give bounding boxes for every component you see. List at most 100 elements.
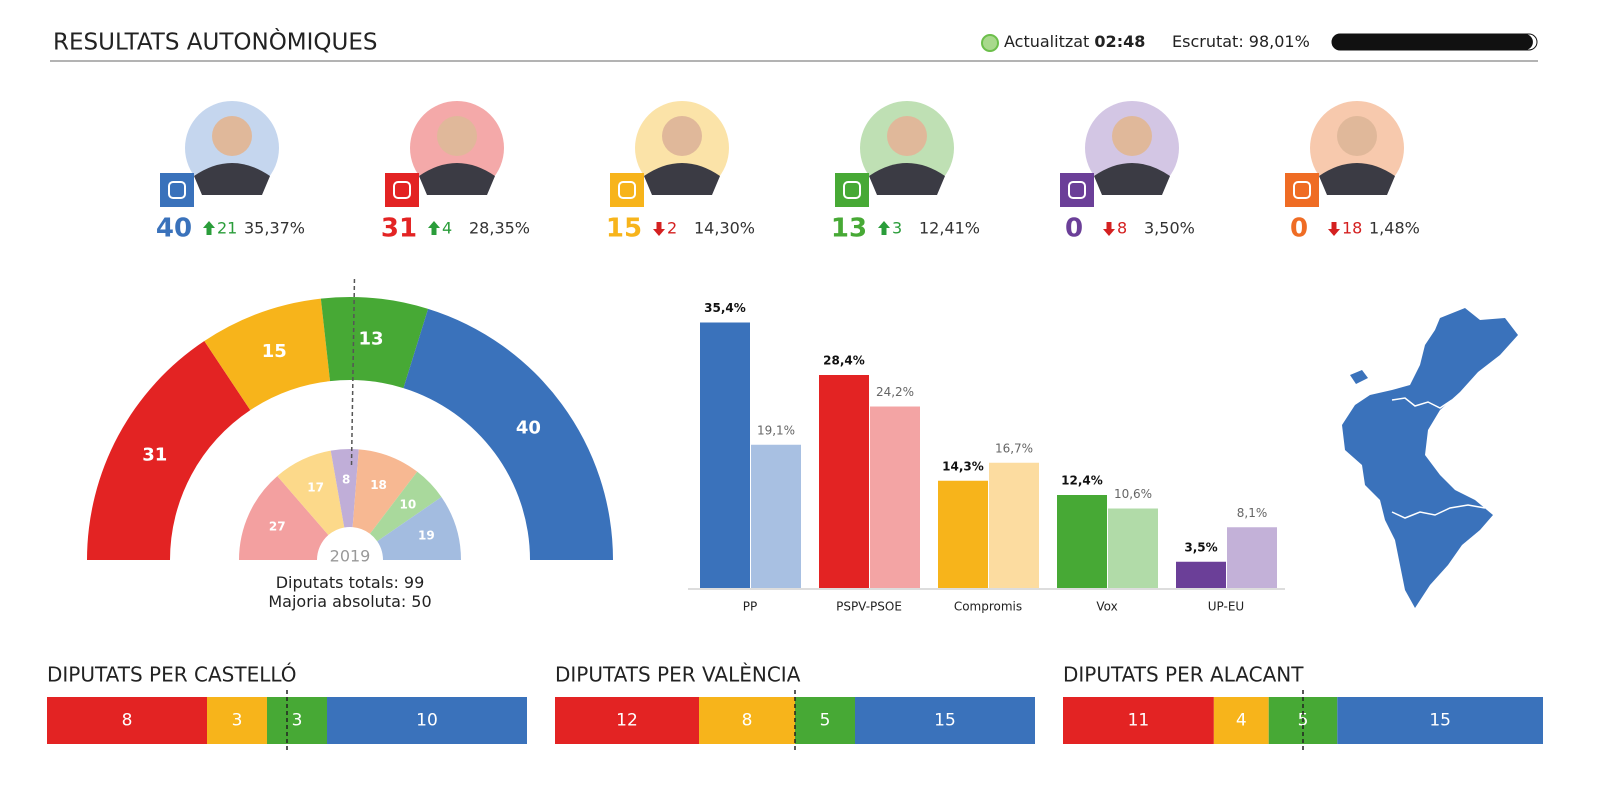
seat-segment [204, 298, 331, 411]
party-logo [1285, 173, 1319, 207]
updated-label: Actualitzat 02:48 [1004, 32, 1145, 51]
seats: 40 [156, 214, 192, 244]
seat-segment [320, 297, 429, 389]
total-value: 99 [404, 573, 424, 592]
bar-value-label: 3,5% [1184, 540, 1217, 554]
seat-bar-label: 8 [122, 711, 133, 731]
party-logo [835, 173, 869, 207]
candidate-body [419, 163, 495, 195]
bar-value-label: 8,1% [1237, 506, 1268, 520]
bar [1108, 508, 1158, 588]
bar [1227, 527, 1277, 588]
seat-bar-label: 15 [1429, 711, 1451, 731]
seat-bar-label: 4 [1236, 711, 1247, 731]
bar [870, 406, 920, 588]
enclave [1350, 370, 1368, 384]
chart-title: DIPUTATS PER ALACANT [1063, 663, 1304, 687]
party-logo [160, 173, 194, 207]
seat-label: 18 [370, 478, 387, 492]
seat-change: 18 [1342, 219, 1362, 238]
party-logo-glyph [843, 181, 861, 199]
scrutiny-bar [1332, 34, 1533, 50]
seat-bar-segment [1063, 697, 1214, 744]
content: 40 21 35,37% 31 4 28,35% 15 2 14,30% 13 3 12,41% 0 8 3… [47, 34, 1543, 750]
candidate-body [1094, 163, 1170, 195]
bar-value-label: 10,6% [1114, 487, 1152, 501]
seat-bar-segment [855, 697, 1035, 744]
seat-bar-segment [1213, 697, 1269, 744]
chart-title: DIPUTATS PER CASTELLÓ [47, 663, 297, 687]
bar-value-label: 19,1% [757, 423, 795, 437]
seats: 0 [1290, 214, 1308, 244]
seat-segment [377, 497, 461, 560]
seat-bar-segment [699, 697, 795, 744]
majority-label: Majoria absoluta: [268, 592, 406, 611]
vote-percent: 3,50% [1144, 219, 1195, 238]
seat-change: 4 [442, 219, 452, 238]
candidate-body [644, 163, 720, 195]
candidate-head [437, 116, 477, 156]
legacy-label: 2019 [330, 547, 371, 566]
live-dot [981, 34, 999, 52]
candidate-body [869, 163, 945, 195]
seat-bar-label: 12 [616, 711, 638, 731]
candidate-head [1112, 116, 1152, 156]
party-logo-glyph [618, 181, 636, 199]
bar-value-label: 14,3% [942, 459, 984, 473]
map [1342, 308, 1518, 608]
seat-bar-label: 10 [416, 711, 438, 731]
scrutiny: Escrutat: 98,01% [1172, 32, 1310, 51]
candidate-head [212, 116, 252, 156]
seat-segment [239, 476, 329, 560]
seat-segment [277, 450, 345, 536]
x-tick-label: PP [743, 600, 757, 614]
seat-bar-label: 8 [742, 711, 753, 731]
majority: Majoria absoluta: 50 [268, 592, 431, 611]
candidate-head [887, 116, 927, 156]
seat-bar-label: 15 [934, 711, 956, 731]
seat-label: 27 [269, 519, 286, 533]
province-border [1391, 504, 1486, 519]
bar [751, 444, 801, 588]
seat-label: 8 [342, 473, 350, 487]
seats: 0 [1065, 214, 1083, 244]
seat-bar-segment [327, 697, 527, 744]
seat-bar-segment [795, 697, 855, 744]
x-tick-label: UP-EU [1208, 600, 1244, 614]
party-logo-glyph [1293, 181, 1311, 199]
seat-segment [352, 449, 418, 534]
bar [989, 462, 1039, 588]
seat-change: 8 [1117, 219, 1127, 238]
vote-percent: 12,41% [919, 219, 980, 238]
bar-value-label: 16,7% [995, 441, 1033, 455]
seat-label: 17 [307, 480, 324, 494]
candidate-head [1337, 116, 1377, 156]
seat-label: 10 [400, 497, 417, 511]
seat-segment [87, 341, 251, 560]
seat-change: 3 [892, 219, 902, 238]
seat-change: 21 [217, 219, 237, 238]
seat-bar-segment [47, 697, 207, 744]
seat-segment [403, 308, 613, 560]
party-logo [1060, 173, 1094, 207]
party-logo [610, 173, 644, 207]
trend-arrow [1103, 222, 1115, 236]
updated-text: Actualitzat [1004, 32, 1089, 51]
total-label: Diputats totals: [276, 573, 399, 592]
trend-arrow [428, 221, 440, 235]
seat-label: 15 [262, 341, 287, 362]
bar [1176, 561, 1226, 588]
seats: 13 [831, 214, 867, 244]
seats: 15 [606, 214, 642, 244]
scrutiny-label: Escrutat: [1172, 32, 1244, 51]
party-logo-glyph [393, 181, 411, 199]
seat-segment [369, 471, 442, 542]
vote-percent: 35,37% [244, 219, 305, 238]
vote-percent: 1,48% [1369, 219, 1420, 238]
seat-label: 19 [418, 529, 435, 543]
bar-value-label: 35,4% [704, 301, 746, 315]
x-tick-label: Compromis [954, 600, 1022, 614]
trend-arrow [203, 221, 215, 235]
